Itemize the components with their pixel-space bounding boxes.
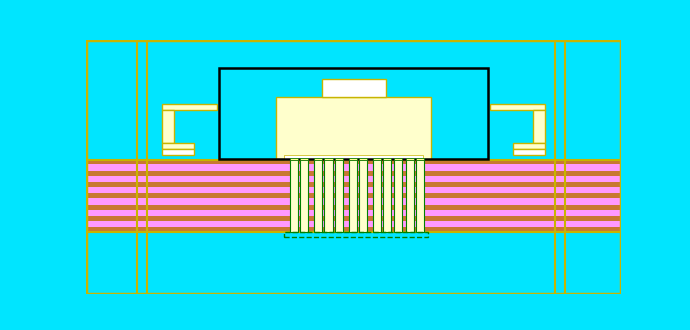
Bar xyxy=(86,221,621,227)
Bar xyxy=(533,110,545,143)
Bar xyxy=(335,158,343,159)
Bar xyxy=(162,149,195,155)
Bar xyxy=(359,158,367,159)
Bar xyxy=(324,158,333,159)
Bar xyxy=(384,158,391,232)
Bar xyxy=(219,68,489,158)
Bar xyxy=(86,231,621,233)
Bar xyxy=(417,158,424,232)
Bar xyxy=(162,143,195,149)
Bar xyxy=(86,205,621,210)
Bar xyxy=(394,158,402,159)
Bar xyxy=(86,216,621,221)
Bar xyxy=(406,158,414,159)
Bar xyxy=(348,158,357,159)
Bar xyxy=(86,159,621,160)
Bar xyxy=(314,158,322,159)
Bar xyxy=(86,193,621,198)
Bar xyxy=(162,104,217,110)
Bar xyxy=(513,143,545,149)
Bar xyxy=(86,210,621,216)
Bar xyxy=(86,159,621,164)
Bar xyxy=(417,158,424,159)
Bar xyxy=(394,158,402,232)
Bar xyxy=(373,158,381,159)
Bar xyxy=(284,155,423,159)
Bar xyxy=(86,164,621,171)
Bar xyxy=(406,158,414,232)
Bar xyxy=(86,187,621,193)
Bar xyxy=(86,176,621,182)
Bar xyxy=(276,97,431,158)
Bar xyxy=(384,158,391,159)
Bar xyxy=(348,158,357,232)
Bar xyxy=(300,158,308,159)
Bar xyxy=(86,227,621,232)
Bar xyxy=(324,158,333,232)
Bar xyxy=(290,158,298,232)
Bar xyxy=(322,79,386,97)
Bar xyxy=(284,232,428,237)
Bar xyxy=(513,149,545,155)
Bar xyxy=(86,171,621,176)
Bar xyxy=(86,182,621,187)
Bar xyxy=(300,158,308,232)
Bar xyxy=(359,158,367,232)
Bar xyxy=(162,110,175,143)
Bar xyxy=(335,158,343,232)
Bar xyxy=(86,159,621,232)
Bar xyxy=(86,198,621,205)
Bar xyxy=(314,158,322,232)
Bar xyxy=(290,158,298,159)
Bar xyxy=(490,104,545,110)
Bar xyxy=(373,158,381,232)
